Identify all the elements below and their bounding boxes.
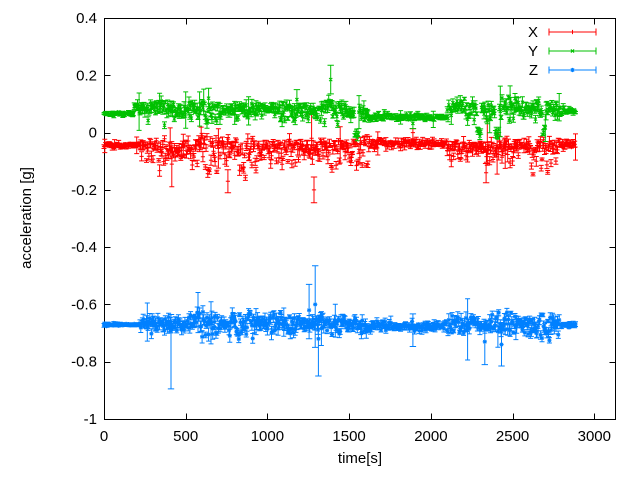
- x-tick-label: 500: [173, 428, 198, 445]
- y-tick-label: -0.8: [71, 354, 97, 371]
- legend-samples: [548, 28, 597, 74]
- x-tick-label: 2000: [414, 428, 447, 445]
- legend-label-y: Y: [528, 43, 538, 60]
- legend-sample-z: [548, 66, 597, 74]
- legend: X Y Z: [528, 24, 597, 79]
- y-tick-label: -0.4: [71, 239, 97, 256]
- y-tick-label: -1: [84, 411, 97, 428]
- series-z: [101, 265, 578, 390]
- plot-border: [104, 18, 616, 420]
- x-tick-label: 2500: [496, 428, 529, 445]
- legend-label-x: X: [528, 24, 538, 41]
- legend-label-z: Z: [529, 62, 538, 79]
- x-axis-title: time[s]: [338, 450, 382, 467]
- legend-sample-x: [548, 28, 597, 36]
- y-tick-label: -0.6: [71, 296, 97, 313]
- series-x: [101, 113, 578, 204]
- y-tick-label: 0.4: [76, 10, 97, 27]
- x-tick-label: 0: [100, 428, 108, 445]
- plot-area: 0 500 1000 1500 2000 2500 3000 0.4 0.2 0 -0.2 -0.4 -…: [71, 10, 616, 445]
- x-tick-label: 3000: [578, 428, 611, 445]
- axis-ticks: [104, 18, 616, 420]
- y-tick-label: 0.2: [76, 67, 97, 84]
- series-y: [101, 64, 578, 142]
- x-tick-label: 1000: [251, 428, 284, 445]
- y-tick-label: -0.2: [71, 182, 97, 199]
- y-tick-label: 0: [89, 125, 97, 142]
- x-tick-label: 1500: [332, 428, 365, 445]
- y-axis-title: acceleration [g]: [18, 167, 35, 269]
- legend-sample-y: [548, 47, 597, 55]
